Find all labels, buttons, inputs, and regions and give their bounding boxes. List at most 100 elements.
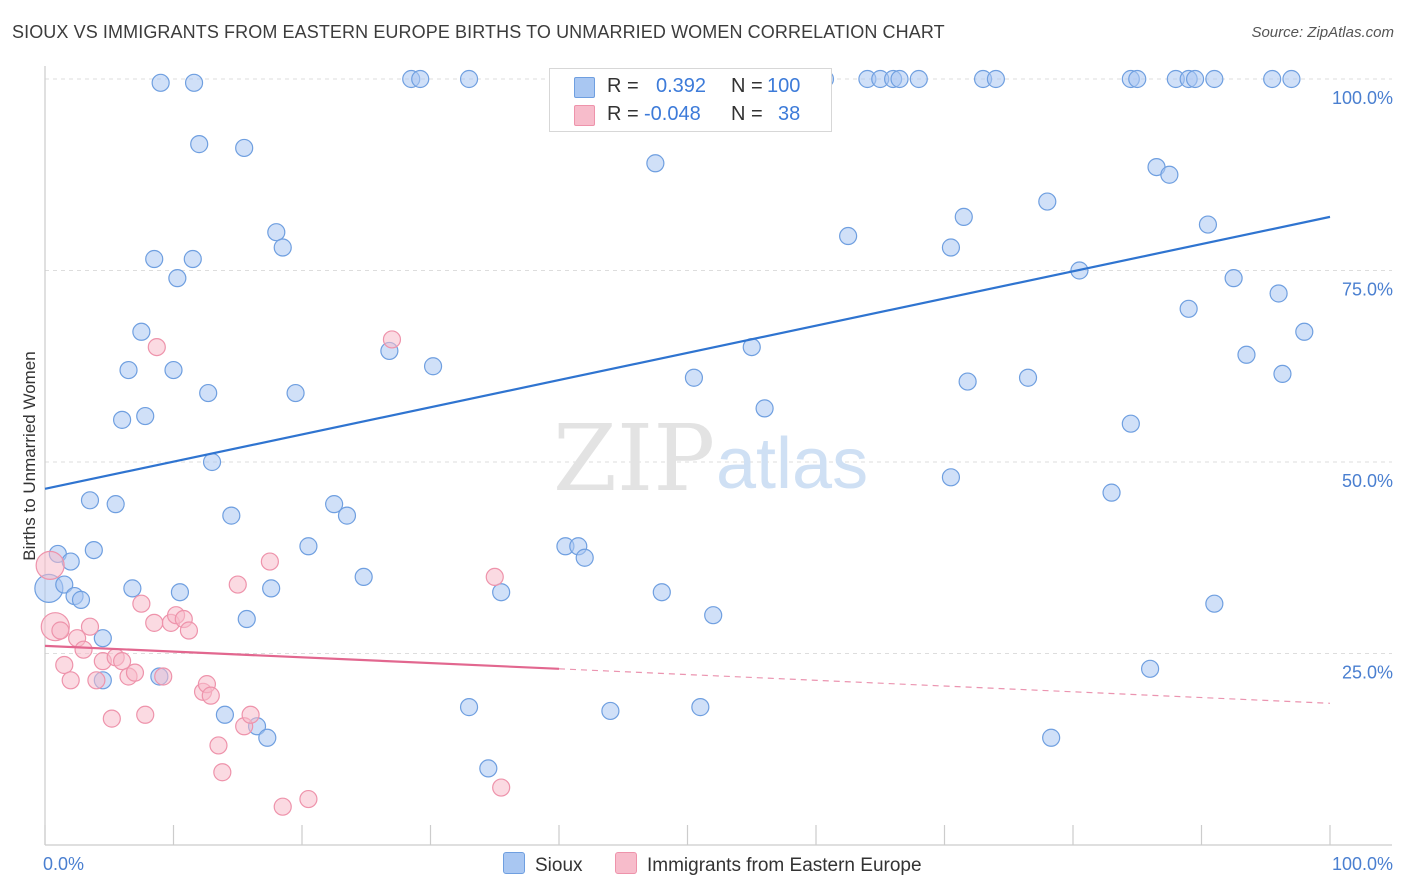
- immigrants-point: [35, 550, 65, 581]
- sioux-point: [202, 452, 222, 472]
- immigrants-point: [112, 652, 132, 671]
- legend-item-sioux[interactable]: Sioux: [503, 852, 583, 877]
- sioux-point: [1205, 594, 1224, 613]
- sioux-point: [106, 495, 125, 514]
- sioux-point: [55, 575, 74, 594]
- immigrants-point: [273, 797, 292, 816]
- watermark-zip: ZIP: [553, 405, 715, 512]
- sioux-point: [1121, 414, 1140, 433]
- sioux-point: [1038, 192, 1057, 211]
- sioux-point: [61, 552, 80, 571]
- immigrants-point: [209, 736, 228, 755]
- sioux-point: [1282, 69, 1301, 89]
- immigrants-point: [299, 789, 318, 809]
- sioux-point: [1295, 322, 1314, 341]
- sioux-point: [601, 701, 620, 721]
- legend-row-immigrants: R = -0.048 N = 38: [550, 101, 831, 129]
- stats-legend: R = 0.392 N = 100 R = -0.048 N = 38: [549, 68, 832, 132]
- immigrants-point: [87, 671, 106, 690]
- sioux-point: [839, 226, 858, 246]
- sioux-point: [1185, 69, 1205, 89]
- y-axis-title: Births to Unmarried Women: [20, 351, 39, 560]
- sioux-point: [267, 223, 286, 242]
- immigrants-point: [179, 621, 199, 640]
- immigrants-point: [132, 594, 151, 613]
- sioux-point: [1205, 69, 1224, 89]
- trend-lines: [44, 215, 1331, 704]
- grid: [45, 78, 1392, 654]
- immigrants-point: [80, 617, 100, 636]
- sioux-swatch: [503, 852, 525, 874]
- sioux-point: [190, 135, 209, 154]
- legend-item-immigrants[interactable]: Immigrants from Eastern Europe: [615, 852, 922, 877]
- immigrants-point: [228, 575, 247, 594]
- n-label: N =: [731, 103, 763, 125]
- immigrants-point: [74, 640, 93, 659]
- immigrants-point: [213, 763, 232, 782]
- source-label: Source: ZipAtlas.com: [1251, 24, 1394, 41]
- sioux-point: [1140, 659, 1160, 678]
- sioux-point: [1224, 269, 1243, 288]
- r-value: 0.392: [656, 75, 707, 97]
- sioux-point: [684, 368, 704, 387]
- sioux-point: [1128, 69, 1147, 89]
- tick-labels: 25.0% 50.0% 75.0% 100.0% 0.0% 100.0%: [43, 88, 1393, 874]
- sioux-point: [1179, 299, 1198, 318]
- sioux-point: [1042, 728, 1061, 747]
- n-value: 100: [767, 75, 801, 97]
- sioux-point: [262, 579, 281, 598]
- immigrants-point: [51, 621, 70, 640]
- sioux-point: [354, 567, 373, 587]
- sioux-point: [1018, 368, 1038, 387]
- sioux-point: [273, 238, 292, 257]
- sioux-trend-line: [44, 215, 1331, 490]
- sioux-point: [1237, 345, 1256, 364]
- immigrants-point: [61, 671, 80, 690]
- immigrants-point: [145, 613, 164, 632]
- r-value: -0.048: [644, 103, 701, 125]
- n-value: 38: [778, 103, 801, 125]
- immigrants-point: [147, 338, 166, 357]
- sioux-point: [93, 629, 112, 648]
- sioux-point: [691, 698, 710, 717]
- sioux-point: [941, 238, 961, 257]
- sioux-point: [145, 249, 164, 269]
- sioux-point: [325, 495, 344, 514]
- immigrants-swatch: [574, 105, 595, 126]
- sioux-point: [119, 360, 138, 380]
- sioux-point: [954, 207, 973, 226]
- sioux-point: [258, 728, 277, 747]
- sioux-point: [1198, 215, 1218, 234]
- immigrants-point: [485, 567, 504, 587]
- sioux-point: [909, 69, 928, 89]
- r-label: R =: [607, 75, 639, 97]
- sioux-point: [136, 406, 155, 426]
- immigrants-point: [102, 709, 121, 728]
- sioux-point: [941, 468, 961, 487]
- sioux-point: [123, 579, 142, 598]
- sioux-point: [1263, 69, 1282, 89]
- immigrants-point: [492, 778, 511, 797]
- sioux-point: [286, 383, 305, 403]
- immigrants-point: [382, 330, 402, 349]
- sioux-point: [459, 69, 479, 89]
- immigrants-trend-line: [44, 644, 560, 670]
- x-tick-label: 0.0%: [43, 854, 84, 874]
- sioux-point: [575, 548, 594, 567]
- sioux-point: [84, 540, 103, 560]
- immigrants-point: [201, 686, 220, 705]
- sioux-point: [755, 399, 774, 418]
- y-tick-label: 50.0%: [1342, 471, 1393, 491]
- immigrants-point: [125, 663, 145, 682]
- sioux-point: [164, 360, 183, 380]
- legend-row-sioux: R = 0.392 N = 100: [550, 73, 831, 101]
- sioux-swatch: [574, 77, 595, 98]
- sioux-point: [704, 606, 723, 625]
- y-tick-label: 75.0%: [1342, 280, 1393, 300]
- sioux-point: [958, 372, 977, 391]
- sioux-point: [170, 583, 190, 602]
- sioux-point: [459, 698, 479, 717]
- immigrants-point: [241, 705, 260, 724]
- sioux-point: [1160, 165, 1179, 184]
